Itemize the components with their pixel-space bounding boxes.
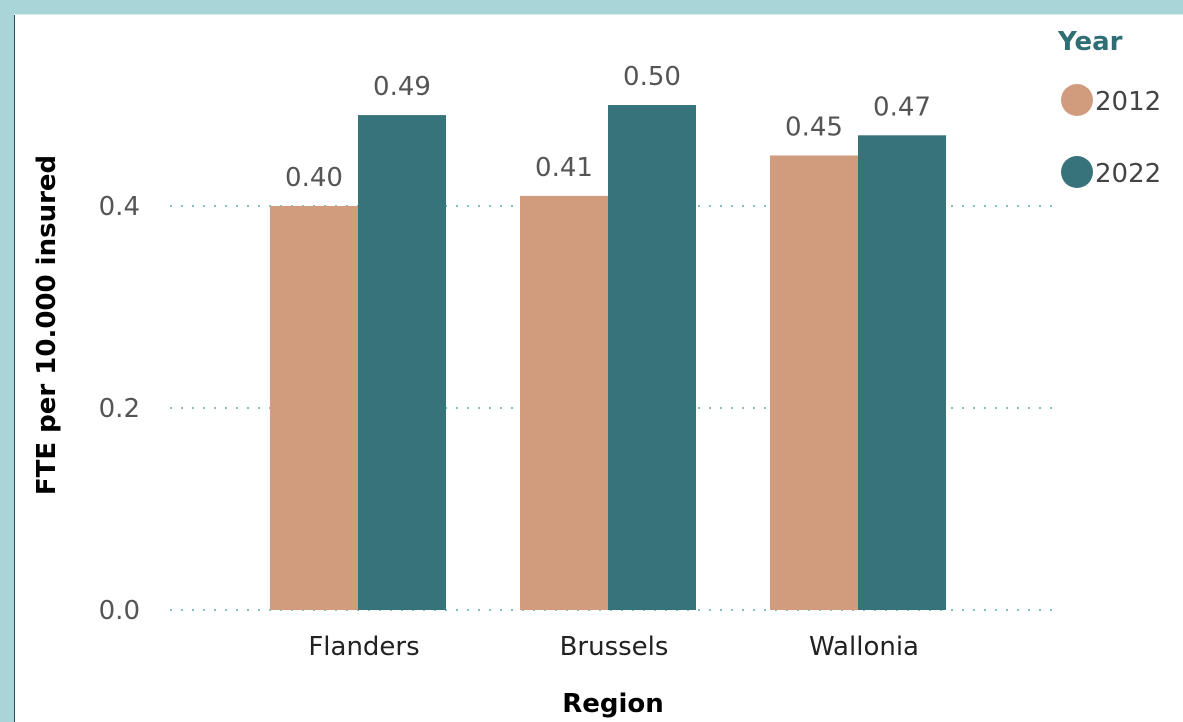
y-axis-title: FTE per 10.000 insured [32, 155, 62, 495]
bar-2022-wallonia[interactable] [858, 135, 946, 611]
frame-left-edge [14, 14, 15, 722]
x-tick-label: Flanders [308, 632, 419, 662]
legend-label: 2012 [1095, 87, 1161, 117]
frame-left-border [0, 0, 14, 722]
bar-2012-wallonia[interactable] [770, 155, 858, 611]
bar-2022-flanders[interactable] [358, 115, 446, 610]
legend-title: Year [1057, 27, 1123, 57]
data-label: 0.45 [785, 113, 843, 143]
bar-2022-brussels[interactable] [608, 105, 696, 610]
legend-swatch [1061, 156, 1093, 188]
legend: Year 2012 2022 [1057, 27, 1161, 189]
frame-top-edge [14, 14, 1183, 15]
legend-item-2022[interactable]: 2022 [1061, 156, 1161, 189]
frame-top-border [0, 0, 1183, 14]
data-label: 0.41 [535, 153, 593, 183]
data-label: 0.47 [873, 92, 931, 122]
bar-2012-brussels[interactable] [520, 195, 608, 610]
y-tick-label: 0.0 [99, 596, 140, 626]
bars [270, 105, 946, 611]
data-label: 0.50 [623, 62, 681, 92]
x-tick-label: Brussels [560, 632, 669, 662]
x-axis-title: Region [562, 689, 664, 719]
data-label: 0.40 [285, 163, 343, 193]
legend-item-2012[interactable]: 2012 [1061, 84, 1161, 117]
y-tick-label: 0.2 [99, 394, 140, 424]
legend-label: 2022 [1095, 159, 1161, 189]
data-label: 0.49 [373, 72, 431, 102]
y-axis-ticks: 0.0 0.2 0.4 [99, 192, 140, 626]
legend-swatch [1061, 84, 1093, 116]
data-labels: 0.40 0.49 0.41 0.50 0.45 0.47 [285, 62, 931, 193]
x-axis-ticks: Flanders Brussels Wallonia [308, 632, 919, 662]
x-tick-label: Wallonia [809, 632, 919, 662]
y-tick-label: 0.4 [99, 192, 140, 222]
bar-2012-flanders[interactable] [270, 206, 358, 610]
